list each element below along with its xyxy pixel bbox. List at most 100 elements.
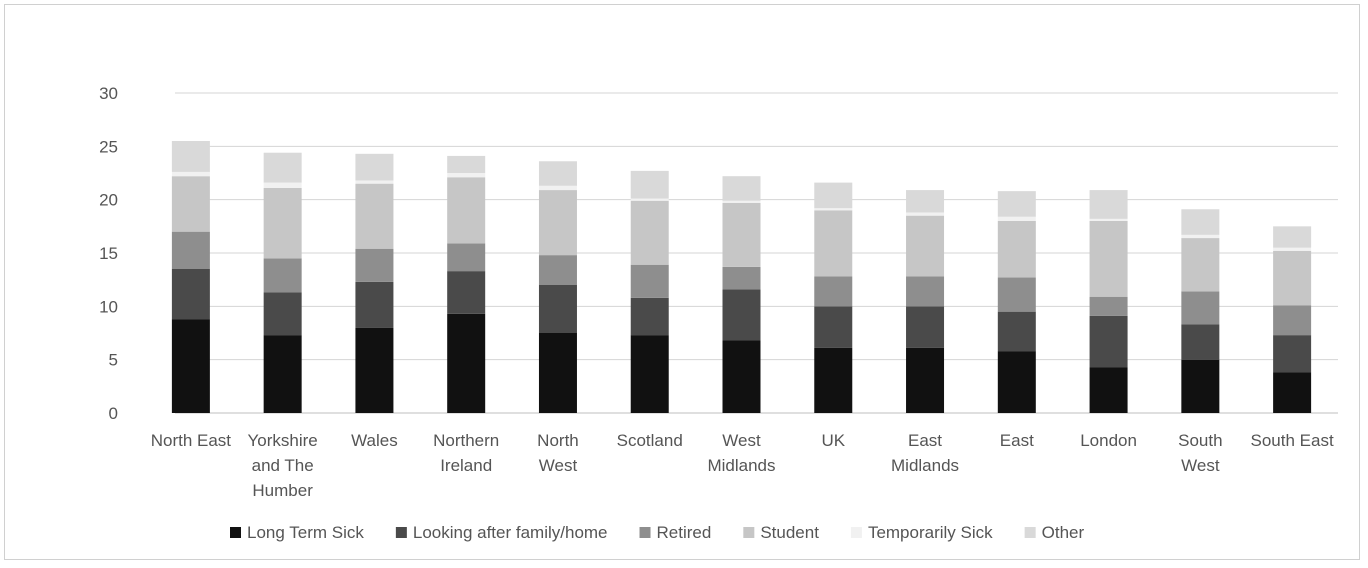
bar-stack xyxy=(1089,190,1128,413)
chart-frame xyxy=(4,4,1360,560)
bar-stack xyxy=(263,152,302,413)
x-tick-label-line: Scotland xyxy=(617,431,683,450)
x-tick-label-line: North East xyxy=(151,431,232,450)
bar-segment xyxy=(1181,234,1220,239)
bar-stack xyxy=(630,170,669,413)
legend-label: Student xyxy=(760,523,819,542)
x-tick-label-line: UK xyxy=(821,431,845,450)
bar-segment xyxy=(722,200,761,203)
bar-stack xyxy=(722,176,761,413)
x-tick-label-line: Midlands xyxy=(707,456,775,475)
bar-segment xyxy=(1181,291,1220,325)
bar-segment xyxy=(630,264,669,298)
x-tick-label-line: South xyxy=(1178,431,1222,450)
x-axis-labels: North East Yorkshire and The Humber Wales Nor… xyxy=(151,431,1334,500)
bar-segment xyxy=(447,155,486,173)
bar-segment xyxy=(1089,315,1128,368)
bar-segment xyxy=(722,266,761,290)
bar-segment xyxy=(171,269,210,320)
bar-segment xyxy=(1273,247,1312,251)
bar-segment xyxy=(1089,221,1128,297)
legend-swatch xyxy=(1024,527,1036,538)
legend-item: Long Term Sick xyxy=(230,523,364,542)
bar-segment xyxy=(814,347,853,413)
bar-segment xyxy=(263,152,302,183)
x-tick-label-line: West xyxy=(722,431,761,450)
bar-segment xyxy=(997,311,1036,352)
bar-segment xyxy=(722,176,761,201)
bar-segment xyxy=(630,198,669,201)
bar-segment xyxy=(538,190,577,256)
bar-segment xyxy=(447,173,486,178)
bar-segment xyxy=(1273,226,1312,248)
bar-segment xyxy=(906,347,945,413)
bar-segment xyxy=(906,306,945,348)
bar-stacks xyxy=(171,141,1312,413)
bar-segment xyxy=(538,285,577,333)
bar-segment xyxy=(814,182,853,209)
bar-stack xyxy=(1273,226,1312,413)
bar-segment xyxy=(1089,190,1128,219)
bar-segment xyxy=(997,191,1036,217)
bar-segment xyxy=(722,340,761,413)
x-tick-label: West Midlands xyxy=(707,431,775,475)
x-tick-label-line: London xyxy=(1080,431,1137,450)
bar-stack xyxy=(447,155,486,413)
bar-segment xyxy=(263,258,302,293)
bar-segment xyxy=(355,153,394,181)
bar-segment xyxy=(538,185,577,191)
bar-segment xyxy=(447,177,486,244)
bar-segment xyxy=(997,277,1036,312)
legend-label: Looking after family/home xyxy=(413,523,608,542)
y-axis-ticks: 0 5 10 15 20 25 30 xyxy=(99,84,118,423)
x-tick-label-line: West xyxy=(539,456,578,475)
bar-segment xyxy=(263,335,302,413)
bar-segment xyxy=(1089,218,1128,221)
legend-label: Retired xyxy=(657,523,712,542)
bar-segment xyxy=(906,276,945,307)
bar-segment xyxy=(171,141,210,172)
x-tick-label: UK xyxy=(821,431,845,450)
x-tick-label-line: North xyxy=(537,431,579,450)
legend-label: Long Term Sick xyxy=(247,523,364,542)
legend-label: Temporarily Sick xyxy=(868,523,993,542)
bar-segment xyxy=(1273,335,1312,373)
bar-segment xyxy=(447,243,486,272)
legend-swatch xyxy=(743,527,755,538)
y-tick-label: 0 xyxy=(109,404,118,423)
bar-segment xyxy=(1089,296,1128,316)
x-tick-label-line: East xyxy=(1000,431,1034,450)
legend-label: Other xyxy=(1042,523,1085,542)
bar-segment xyxy=(538,333,577,413)
bar-segment xyxy=(538,161,577,186)
y-tick-label: 5 xyxy=(109,351,118,370)
bar-segment xyxy=(1273,372,1312,413)
bar-segment xyxy=(447,271,486,314)
bar-segment xyxy=(538,255,577,285)
x-tick-label: Wales xyxy=(351,431,398,450)
bar-stack xyxy=(171,141,210,413)
x-tick-label: London xyxy=(1080,431,1137,450)
x-tick-label-line: Northern xyxy=(433,431,499,450)
bar-segment xyxy=(906,190,945,213)
bar-segment xyxy=(1181,359,1220,413)
legend: Long Term Sick Looking after family/home R… xyxy=(230,523,1084,542)
x-tick-label: North West xyxy=(537,431,579,475)
bar-segment xyxy=(906,212,945,216)
x-tick-label-line: Midlands xyxy=(891,456,959,475)
bar-segment xyxy=(1181,324,1220,360)
bar-segment xyxy=(1089,367,1128,413)
bar-segment xyxy=(1273,305,1312,336)
bar-segment xyxy=(171,171,210,177)
y-tick-label: 25 xyxy=(99,137,118,156)
x-tick-label-line: West xyxy=(1181,456,1220,475)
x-tick-label: Yorkshire and The Humber xyxy=(248,431,318,500)
bar-segment xyxy=(1181,238,1220,292)
x-tick-label: North East xyxy=(151,431,232,450)
bar-segment xyxy=(1273,250,1312,306)
legend-swatch xyxy=(850,527,862,538)
x-tick-label-line: Ireland xyxy=(440,456,492,475)
legend-item: Temporarily Sick xyxy=(850,523,993,542)
x-tick-label-line: South East xyxy=(1251,431,1334,450)
